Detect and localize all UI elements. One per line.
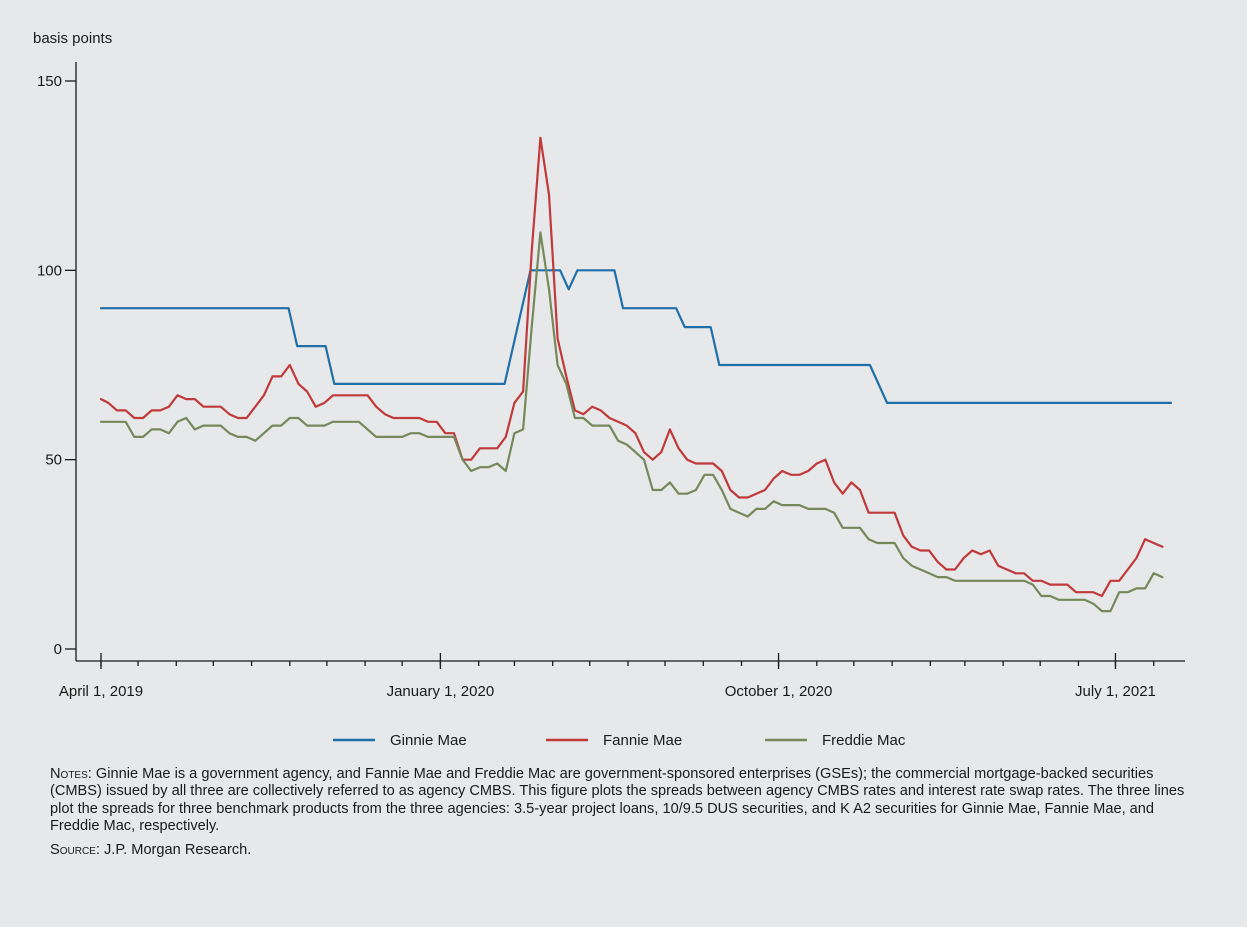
x-tick-label: July 1, 2021 xyxy=(1075,683,1156,700)
y-tick-label: 150 xyxy=(37,73,62,90)
series-line-ginnie-mae xyxy=(99,269,1173,404)
source-text: : J.P. Morgan Research. xyxy=(95,841,252,858)
legend-label: Fannie Mae xyxy=(603,732,682,749)
notes-paragraph: Notes: Ginnie Mae is a government agency… xyxy=(50,766,1200,836)
legend-label: Freddie Mac xyxy=(822,732,906,749)
y-tick-label: 100 xyxy=(37,262,62,279)
x-tick-label: April 1, 2019 xyxy=(59,683,143,700)
x-tick-label: January 1, 2020 xyxy=(387,683,495,700)
legend: Ginnie Mae Fannie Mae Freddie Mac xyxy=(333,732,906,749)
notes-text: : Ginnie Mae is a government agency, and… xyxy=(50,766,1185,835)
series-line-fannie-mae xyxy=(99,136,1164,598)
series-line-freddie-mac xyxy=(99,231,1164,613)
notes-label: Notes xyxy=(50,766,88,782)
legend-label: Ginnie Mae xyxy=(390,732,467,749)
axes: 0 50 100 150 April 1, 2019 January 1, 2020 Oct… xyxy=(37,62,1185,700)
source-label: Source xyxy=(50,841,96,858)
y-axis-label: basis points xyxy=(33,30,112,47)
y-tick-label: 0 xyxy=(54,641,62,658)
source-paragraph: Source: J.P. Morgan Research. xyxy=(50,842,1200,859)
notes-block: Notes: Ginnie Mae is a government agency… xyxy=(50,766,1200,865)
x-tick-label: October 1, 2020 xyxy=(725,683,833,700)
y-tick-label: 50 xyxy=(45,452,62,469)
series-layer xyxy=(99,136,1173,613)
chart: basis points 0 50 100 150 April 1, 2019 Janua… xyxy=(33,30,1185,749)
